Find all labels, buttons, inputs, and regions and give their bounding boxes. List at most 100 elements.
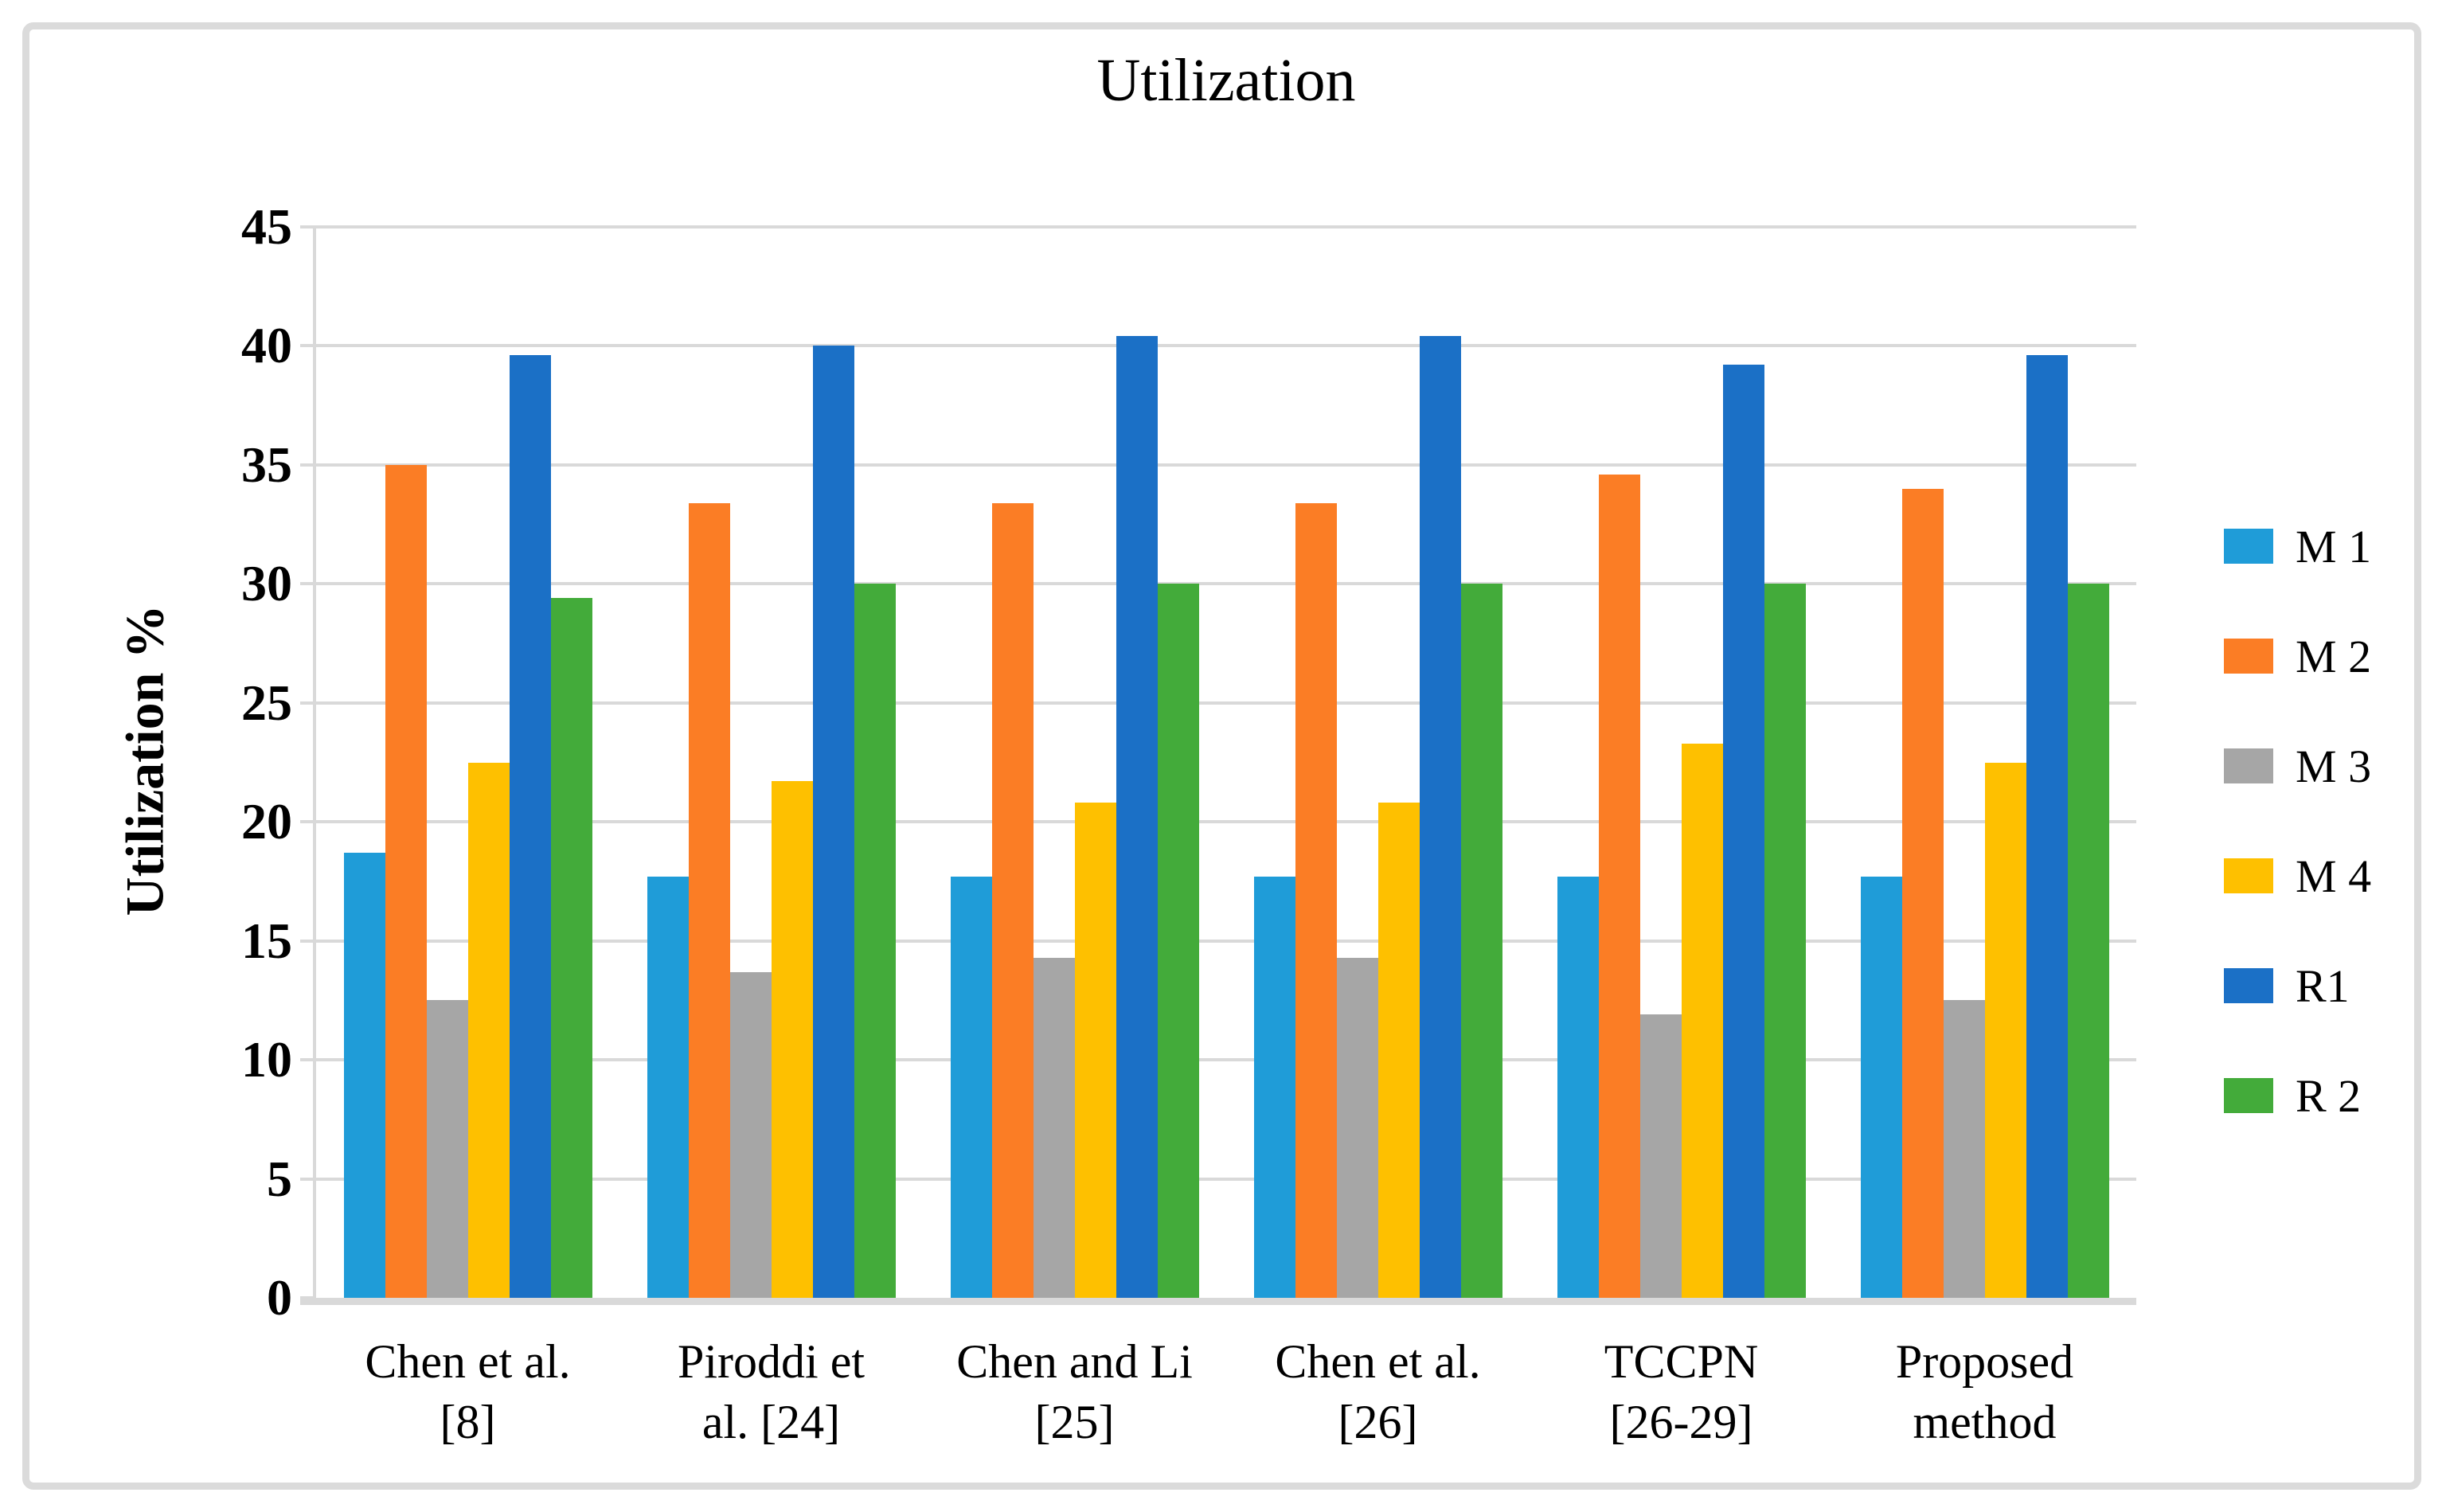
bar-m-1-chen-et-al-8 (343, 853, 385, 1298)
legend-swatch-r-2 (2224, 1078, 2273, 1113)
bar-r-2-tccpn-26-29 (1764, 584, 1806, 1298)
bar-r1-chen-et-al-8 (509, 355, 551, 1298)
bar-m-2-chen-et-al-26 (1295, 502, 1337, 1298)
legend-item-r1: R1 (2224, 958, 2350, 1014)
y-tick-mark-30 (300, 582, 316, 586)
legend-label-r1: R1 (2296, 959, 2350, 1012)
x-axis-label-line: [25] (1034, 1396, 1115, 1448)
gridline-25 (316, 701, 2136, 705)
gridline-30 (316, 582, 2136, 586)
y-tick-label-10: 10 (241, 1031, 292, 1088)
x-axis-label-line: method (1913, 1396, 2057, 1448)
bar-m-1-piroddi-et-al-24 (647, 876, 689, 1298)
bar-m-3-proposed-method (1943, 1000, 1985, 1298)
bar-m-3-tccpn-26-29 (1639, 1014, 1682, 1298)
gridline-5 (316, 1177, 2136, 1181)
x-axis-label-line: Chen and Li (956, 1335, 1193, 1388)
gridline-45 (316, 225, 2136, 229)
x-axis-label-line: TCCPN (1604, 1335, 1759, 1388)
x-axis-label-tccpn-26-29: TCCPN [26-29] (1530, 1331, 1833, 1452)
bar-r1-tccpn-26-29 (1722, 365, 1764, 1298)
y-tick-mark-25 (300, 701, 316, 705)
legend-label-m-3: M 3 (2296, 740, 2372, 792)
y-tick-label-45: 45 (241, 198, 292, 255)
bar-r1-chen-et-al-26 (1419, 336, 1461, 1298)
y-tick-mark-10 (300, 1058, 316, 1062)
legend-item-r-2: R 2 (2224, 1068, 2361, 1123)
bar-m-1-chen-and-li-25 (950, 876, 992, 1298)
y-tick-label-15: 15 (241, 912, 292, 969)
bar-m-3-piroddi-et-al-24 (729, 971, 772, 1298)
bar-m-4-proposed-method (1984, 762, 2026, 1298)
y-tick-mark-20 (300, 820, 316, 824)
bar-m-3-chen-and-li-25 (1033, 957, 1075, 1298)
legend-label-r-2: R 2 (2296, 1069, 2362, 1122)
y-tick-mark-45 (300, 225, 316, 229)
gridline-10 (316, 1058, 2136, 1062)
bar-m-4-chen-et-al-8 (467, 762, 510, 1298)
y-tick-mark-15 (300, 939, 316, 943)
y-tick-label-40: 40 (241, 317, 292, 374)
legend-label-m-1: M 1 (2296, 520, 2372, 572)
y-axis-line (313, 227, 316, 1298)
bar-r-2-chen-et-al-8 (550, 598, 592, 1298)
y-tick-label-0: 0 (267, 1269, 292, 1326)
legend-item-m-4: M 4 (2224, 848, 2371, 904)
x-axis-label-proposed-method: Proposed method (1833, 1331, 2136, 1452)
bar-m-1-chen-et-al-26 (1253, 876, 1295, 1298)
legend-label-m-2: M 2 (2296, 630, 2372, 682)
bar-r1-proposed-method (2026, 355, 2068, 1298)
y-tick-mark-40 (300, 344, 316, 348)
x-axis-label-line: [26-29] (1609, 1396, 1753, 1448)
bar-r1-piroddi-et-al-24 (812, 346, 854, 1298)
gridline-35 (316, 463, 2136, 467)
legend-swatch-r1 (2224, 968, 2273, 1003)
bar-m-2-tccpn-26-29 (1598, 474, 1640, 1298)
bar-m-4-chen-et-al-26 (1377, 803, 1420, 1298)
y-tick-mark-5 (300, 1177, 316, 1181)
bar-m-1-tccpn-26-29 (1557, 876, 1599, 1298)
legend-swatch-m-4 (2224, 858, 2273, 893)
legend-item-m-1: M 1 (2224, 518, 2371, 574)
chart-title: Utilization (1096, 47, 1356, 114)
bar-r-2-chen-and-li-25 (1157, 584, 1199, 1298)
bar-r1-chen-and-li-25 (1116, 336, 1158, 1298)
bar-m-4-chen-and-li-25 (1074, 803, 1116, 1298)
y-tick-label-20: 20 (241, 793, 292, 850)
x-axis-label-chen-et-al-8: Chen et al. [8] (316, 1331, 619, 1452)
bar-m-3-chen-et-al-26 (1336, 957, 1378, 1298)
legend-swatch-m-1 (2224, 529, 2273, 564)
x-axis-label-line: [26] (1338, 1396, 1418, 1448)
x-axis-label-line: [8] (440, 1396, 496, 1448)
x-axis-label-line: Chen et al. (365, 1335, 571, 1388)
x-axis-label-line: al. [24] (701, 1396, 841, 1448)
bar-r-2-piroddi-et-al-24 (854, 584, 896, 1298)
legend-item-m-3: M 3 (2224, 738, 2371, 794)
gridline-15 (316, 939, 2136, 943)
y-tick-label-5: 5 (267, 1150, 292, 1207)
y-tick-mark-35 (300, 463, 316, 467)
x-axis-line (300, 1298, 2136, 1305)
gridline-40 (316, 344, 2136, 348)
bar-m-3-chen-et-al-8 (426, 1000, 468, 1298)
legend-item-m-2: M 2 (2224, 628, 2371, 684)
bar-m-4-tccpn-26-29 (1681, 743, 1723, 1298)
bar-r-2-chen-et-al-26 (1460, 584, 1502, 1298)
x-axis-label-chen-et-al-26: Chen et al. [26] (1226, 1331, 1530, 1452)
legend-swatch-m-3 (2224, 748, 2273, 783)
bar-m-1-proposed-method (1860, 876, 1902, 1298)
y-tick-label-25: 25 (241, 674, 292, 731)
gridline-20 (316, 820, 2136, 824)
x-axis-label-line: Piroddi et (678, 1335, 865, 1388)
x-axis-label-line: Proposed (1895, 1335, 2074, 1388)
bar-m-4-piroddi-et-al-24 (771, 781, 813, 1298)
bar-m-2-piroddi-et-al-24 (688, 502, 730, 1298)
x-axis-label-line: Chen et al. (1275, 1335, 1481, 1388)
x-axis-label-chen-and-li-25: Chen and Li [25] (923, 1331, 1226, 1452)
bar-m-2-chen-and-li-25 (991, 502, 1034, 1298)
bar-m-2-proposed-method (1901, 488, 1944, 1298)
bar-r-2-proposed-method (2067, 584, 2109, 1298)
legend-swatch-m-2 (2224, 639, 2273, 674)
x-axis-label-piroddi-et-al-24: Piroddi et al. [24] (619, 1331, 923, 1452)
